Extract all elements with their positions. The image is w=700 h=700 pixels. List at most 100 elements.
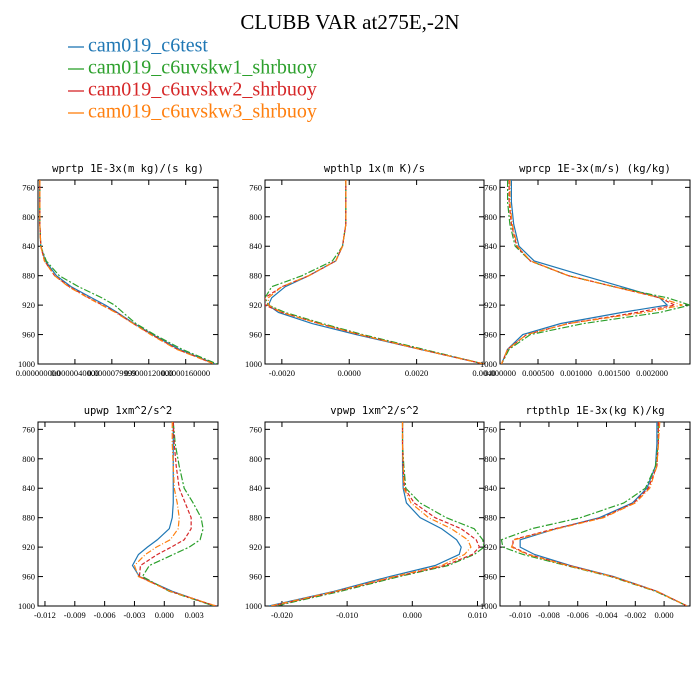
x-tick-label: -0.004: [596, 610, 619, 620]
y-tick-label: 800: [249, 454, 262, 464]
profile-line: [268, 422, 462, 606]
x-tick-label: -0.006: [94, 610, 116, 620]
y-tick-label: 880: [484, 271, 497, 281]
y-tick-label: 880: [249, 271, 262, 281]
x-tick-label: 0.0000120000: [124, 368, 173, 378]
y-tick-label: 840: [484, 483, 497, 493]
plot-frame: [499, 421, 691, 607]
y-tick-label: 960: [484, 572, 497, 582]
x-tick-label: 0.002000: [636, 368, 668, 378]
legend-label: cam019_c6test: [88, 35, 208, 57]
profile-line: [138, 422, 217, 606]
x-tick-label: 0.0000160000: [161, 368, 210, 378]
y-tick-label: 800: [484, 454, 497, 464]
profile-line: [39, 180, 218, 364]
profile-line: [510, 422, 688, 606]
x-tick-label: 0.000500: [522, 368, 554, 378]
y-tick-label: 840: [249, 483, 262, 493]
profile-line: [519, 422, 688, 606]
y-tick-label: 760: [22, 424, 35, 434]
y-tick-label: 760: [22, 182, 35, 192]
x-tick-label: -0.010: [336, 610, 358, 620]
y-tick-label: 840: [249, 241, 262, 251]
profile-line: [500, 180, 669, 364]
x-tick-label: 0.010: [468, 610, 487, 620]
y-tick-label: 840: [484, 241, 497, 251]
x-tick-label: 0.000: [403, 610, 422, 620]
figure-title: CLUBB VAR at275E,-2N: [240, 10, 459, 34]
y-tick-label: 880: [22, 271, 35, 281]
y-tick-label: 760: [249, 424, 262, 434]
panel-title: vpwp 1xm^2/s^2: [330, 405, 419, 417]
y-tick-label: 920: [22, 300, 35, 310]
x-tick-label: -0.003: [123, 610, 145, 620]
y-tick-label: 960: [249, 572, 262, 582]
y-tick-label: 760: [484, 424, 497, 434]
y-tick-label: 1000: [18, 601, 35, 611]
profile-line: [500, 180, 677, 364]
y-tick-label: 960: [22, 572, 35, 582]
y-tick-label: 800: [22, 212, 35, 222]
x-tick-label: 0.001000: [560, 368, 592, 378]
x-tick-label: 0.0020: [405, 368, 428, 378]
x-tick-label: -0.0020: [269, 368, 295, 378]
y-tick-label: 800: [22, 454, 35, 464]
plot-frame: [37, 421, 219, 607]
x-tick-label: 0.000: [655, 610, 674, 620]
x-tick-label: 0.0000079999: [87, 368, 136, 378]
profile-line: [133, 422, 217, 606]
x-tick-label: -0.002: [624, 610, 646, 620]
y-tick-label: 1000: [480, 359, 497, 369]
panel-title: wpthlp 1x(m K)/s: [324, 163, 425, 175]
profile-line: [39, 180, 215, 364]
y-tick-label: 840: [22, 483, 35, 493]
y-tick-label: 1000: [245, 359, 262, 369]
panel-title: upwp 1xm^2/s^2: [84, 405, 173, 417]
x-tick-label: 0.003: [185, 610, 204, 620]
y-tick-label: 1000: [245, 601, 262, 611]
x-tick-label: 0.001500: [598, 368, 630, 378]
y-tick-label: 760: [484, 182, 497, 192]
y-tick-label: 880: [484, 513, 497, 523]
x-tick-label: -0.009: [64, 610, 86, 620]
y-tick-label: 920: [484, 542, 497, 552]
profile-line: [500, 180, 683, 364]
plot-frame: [37, 179, 219, 365]
legend-label: cam019_c6uvskw1_shrbuoy: [88, 57, 317, 79]
panel-title: rtpthlp 1E-3x(kg K)/kg: [525, 405, 664, 417]
y-tick-label: 760: [249, 182, 262, 192]
x-tick-label: -0.010: [509, 610, 531, 620]
x-tick-label: 0.0040: [472, 368, 495, 378]
y-tick-label: 800: [249, 212, 262, 222]
legend-label: cam019_c6uvskw2_shrbuoy: [88, 79, 317, 101]
profile-line: [265, 180, 484, 364]
profile-line: [500, 180, 690, 364]
y-tick-label: 1000: [18, 359, 35, 369]
x-tick-label: 0.000: [155, 610, 174, 620]
profile-line: [265, 180, 484, 364]
x-tick-label: -0.020: [271, 610, 293, 620]
x-tick-label: -0.006: [567, 610, 589, 620]
plot-frame: [264, 421, 485, 607]
y-tick-label: 880: [22, 513, 35, 523]
profile-line: [267, 180, 484, 364]
x-tick-label: 0.000000000: [16, 368, 61, 378]
y-tick-label: 920: [249, 300, 262, 310]
y-tick-label: 960: [22, 330, 35, 340]
plot-frame: [499, 179, 691, 365]
x-tick-label: 0.000000: [484, 368, 516, 378]
x-tick-label: -0.008: [538, 610, 560, 620]
y-tick-label: 960: [249, 330, 262, 340]
profile-line: [267, 180, 484, 364]
y-tick-label: 960: [484, 330, 497, 340]
y-tick-label: 1000: [480, 601, 497, 611]
profile-line: [275, 422, 484, 606]
y-tick-label: 920: [484, 300, 497, 310]
profile-line: [512, 422, 688, 606]
profile-line: [141, 422, 215, 606]
panel-title: wprtp 1E-3x(m kg)/(s kg): [52, 163, 204, 175]
x-tick-label: 0.0000: [338, 368, 361, 378]
y-tick-label: 880: [249, 513, 262, 523]
